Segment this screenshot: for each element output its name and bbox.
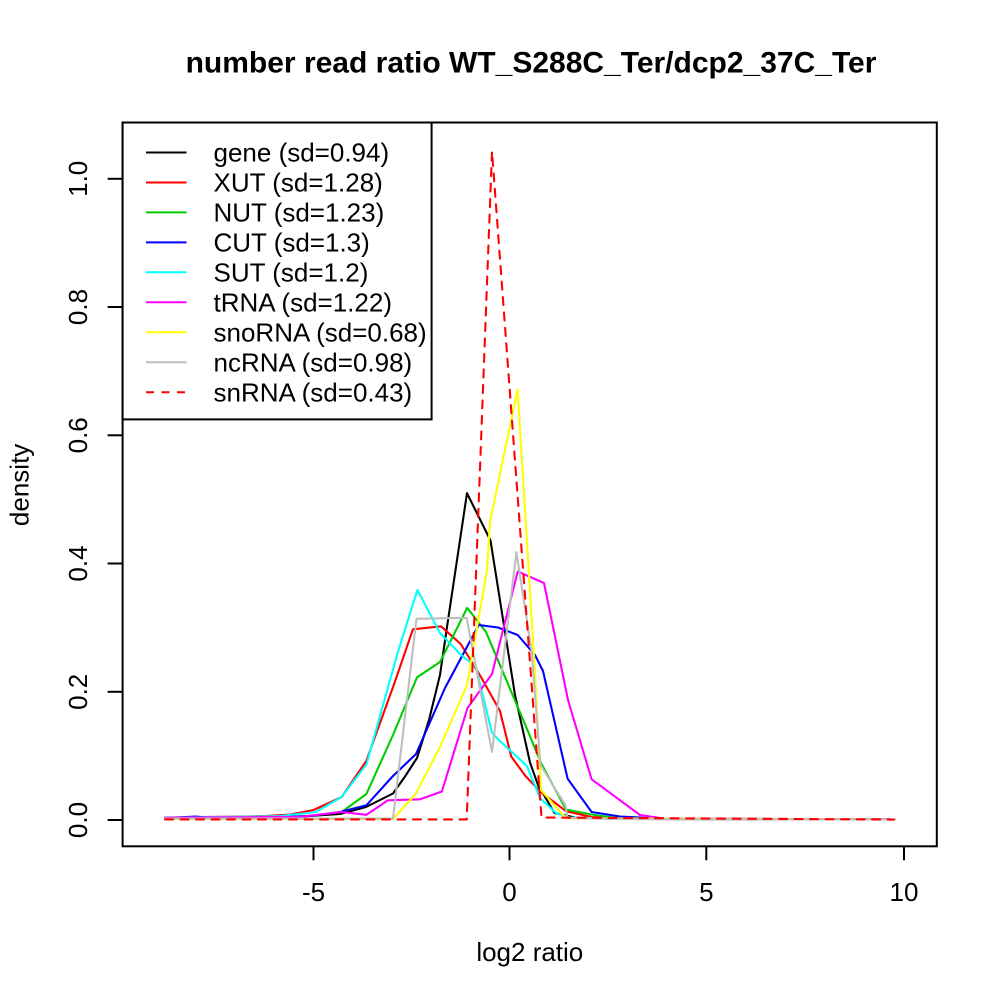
svg-text:0.4: 0.4 bbox=[63, 545, 93, 581]
svg-text:10: 10 bbox=[890, 877, 919, 907]
svg-text:1.0: 1.0 bbox=[63, 161, 93, 197]
svg-text:-5: -5 bbox=[302, 877, 325, 907]
svg-text:number read ratio WT_S288C_Ter: number read ratio WT_S288C_Ter/dcp2_37C_… bbox=[186, 47, 877, 80]
svg-text:log2 ratio: log2 ratio bbox=[476, 937, 583, 967]
svg-text:SUT (sd=1.2): SUT (sd=1.2) bbox=[214, 258, 369, 288]
svg-text:tRNA (sd=1.22): tRNA (sd=1.22) bbox=[214, 288, 392, 318]
svg-text:5: 5 bbox=[699, 877, 713, 907]
svg-text:0.6: 0.6 bbox=[63, 417, 93, 453]
svg-text:0.0: 0.0 bbox=[63, 802, 93, 838]
svg-text:CUT (sd=1.3): CUT (sd=1.3) bbox=[214, 228, 370, 258]
svg-text:snoRNA (sd=0.68): snoRNA (sd=0.68) bbox=[214, 318, 427, 348]
svg-text:snRNA (sd=0.43): snRNA (sd=0.43) bbox=[214, 377, 413, 407]
svg-text:ncRNA (sd=0.98): ncRNA (sd=0.98) bbox=[214, 347, 413, 377]
svg-text:0.2: 0.2 bbox=[63, 674, 93, 710]
svg-text:0.8: 0.8 bbox=[63, 289, 93, 325]
svg-text:XUT (sd=1.28): XUT (sd=1.28) bbox=[214, 168, 383, 198]
svg-text:0: 0 bbox=[502, 877, 516, 907]
svg-text:density: density bbox=[5, 444, 35, 526]
svg-text:gene (sd=0.94): gene (sd=0.94) bbox=[214, 138, 390, 168]
svg-text:NUT (sd=1.23): NUT (sd=1.23) bbox=[214, 198, 385, 228]
